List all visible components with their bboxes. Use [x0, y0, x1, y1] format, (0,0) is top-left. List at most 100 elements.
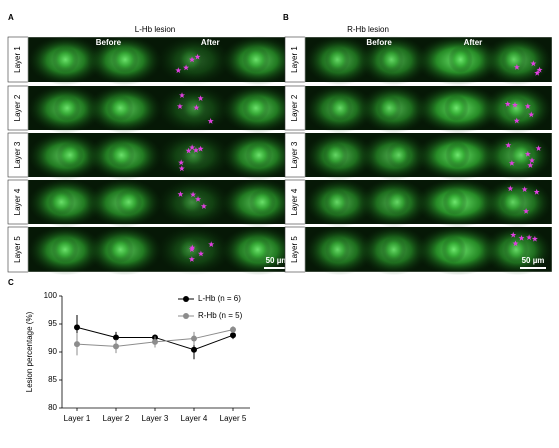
lesion-marker: [194, 53, 201, 60]
lesion-marker: [193, 104, 200, 111]
tissue-core: [176, 236, 204, 263]
legend-label: L-Hb (n = 6): [198, 294, 241, 303]
tissue-core: [441, 236, 467, 263]
y-axis-label: Lesion percentage (%): [25, 311, 34, 392]
point: [230, 332, 236, 339]
after-label: After: [464, 38, 483, 47]
layer-label: Layer 3: [13, 141, 22, 168]
tissue-core: [503, 236, 529, 263]
tissue-core: [445, 141, 471, 169]
lesion-marker: [535, 145, 542, 151]
legend-label: R-Hb (n = 5): [198, 311, 243, 320]
lesion-marker: [177, 191, 184, 197]
lesion-marker: [524, 103, 531, 109]
point: [113, 343, 119, 350]
point: [230, 326, 236, 333]
lesion-marker: [508, 160, 515, 166]
lesion-marker: [511, 101, 518, 108]
layer-label: Layer 5: [290, 236, 299, 263]
lesion-marker: [207, 118, 214, 124]
lesion-marker: [178, 159, 185, 166]
tissue-core: [381, 236, 407, 263]
point: [74, 341, 80, 348]
lesion-marker: [185, 147, 192, 154]
after-label: After: [201, 38, 220, 47]
layer-label: Layer 1: [290, 46, 299, 73]
tissue-core: [448, 46, 473, 73]
lesion-marker: [536, 66, 543, 73]
lesion-marker: [189, 244, 196, 251]
tissue-core: [248, 188, 276, 216]
lesion-marker: [526, 234, 533, 241]
tissue-core: [442, 188, 468, 216]
lesion-marker: [507, 185, 514, 192]
lesion-marker: [188, 256, 195, 262]
lesion-marker: [178, 165, 185, 172]
lesion-marker: [505, 142, 512, 148]
legend-marker: [183, 296, 189, 302]
layer-label: Layer 2: [13, 94, 22, 121]
x-tick-label: Layer 1: [64, 414, 91, 423]
tissue-core: [376, 94, 402, 122]
tissue-core: [503, 94, 529, 122]
tissue-core: [323, 141, 348, 169]
lesion-marker: [513, 117, 520, 124]
lesion-marker: [175, 67, 182, 74]
y-tick-label: 95: [48, 319, 57, 328]
lesion-marker: [195, 196, 202, 202]
lesion-marker: [183, 64, 190, 71]
y-tick-label: 100: [44, 291, 58, 300]
x-tick-label: Layer 3: [142, 414, 169, 423]
tissue-core: [180, 94, 208, 122]
lesion-marker: [200, 203, 207, 209]
point: [191, 346, 197, 353]
panel-title: L-Hb lesion: [135, 25, 175, 34]
point: [113, 334, 119, 341]
x-tick-label: Layer 4: [181, 414, 208, 423]
lesion-marker: [512, 240, 519, 247]
tissue-core: [386, 141, 412, 169]
tissue-core: [178, 188, 205, 216]
tissue-core: [242, 94, 270, 122]
tissue-core: [111, 46, 139, 73]
lesion-marker: [179, 92, 186, 98]
lesion-marker: [190, 191, 197, 198]
layer-label: Layer 4: [13, 188, 22, 215]
panel-label: C: [8, 278, 14, 287]
x-tick-label: Layer 5: [220, 414, 247, 423]
tissue-core: [53, 94, 81, 122]
layer-label: Layer 5: [13, 236, 22, 263]
lesion-marker: [533, 188, 540, 195]
layer-label: Layer 2: [290, 94, 299, 121]
lesion-marker: [208, 241, 215, 247]
lesion-marker: [527, 162, 534, 168]
lesion-marker: [192, 147, 199, 153]
tissue-core: [508, 141, 534, 169]
lesion-marker: [189, 56, 196, 63]
panel-label: A: [8, 13, 14, 22]
lesion-marker: [534, 69, 541, 76]
lesion-marker: [513, 64, 520, 70]
tissue-core: [51, 236, 79, 263]
y-tick-label: 85: [48, 375, 57, 384]
tissue-core: [56, 141, 84, 169]
tissue-core: [106, 236, 134, 263]
point: [152, 338, 158, 345]
tissue-core: [378, 46, 404, 73]
lesion-marker: [197, 145, 204, 152]
lesion-marker: [510, 231, 517, 238]
point: [191, 335, 197, 342]
lesion-marker: [523, 208, 530, 214]
legend-marker: [183, 313, 189, 319]
layer-label: Layer 1: [13, 46, 22, 73]
lesion-marker: [518, 235, 525, 241]
lesion-marker: [197, 95, 204, 101]
tissue-core: [115, 188, 143, 216]
point: [74, 324, 80, 331]
lesion-marker: [521, 186, 528, 192]
before-label: Before: [366, 38, 392, 47]
scale-label: 50 µm: [522, 256, 545, 265]
tissue-core: [501, 46, 527, 73]
tissue-core: [500, 188, 526, 216]
